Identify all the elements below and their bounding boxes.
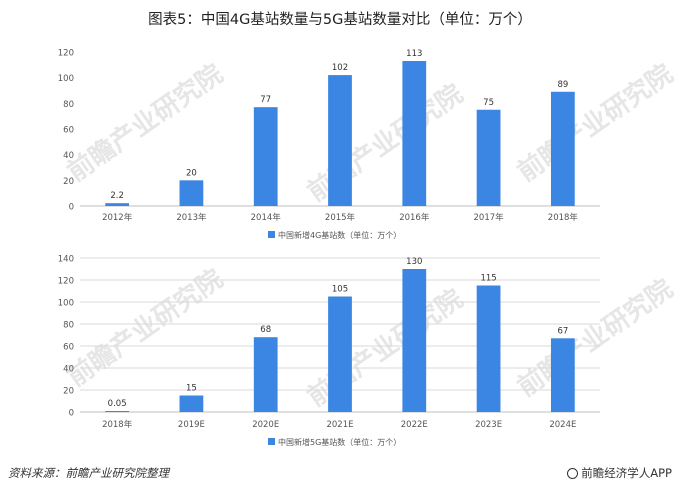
y-tick-label-1-5: 100 (58, 299, 74, 309)
qianzhan-logo-icon (567, 467, 579, 479)
x-tick-label-1-5: 2023E (475, 420, 502, 430)
x-tick-label-0-0: 2012年 (102, 212, 133, 223)
legend-swatch-1 (268, 438, 275, 445)
legend-swatch-0 (268, 231, 275, 238)
y-tick-label-1-0: 0 (69, 409, 74, 419)
bar-1-4 (402, 269, 427, 412)
x-tick-label-0-2: 2014年 (251, 212, 282, 223)
data-label-0-0: 2.2 (110, 191, 124, 201)
x-tick-label-0-3: 2015年 (325, 212, 356, 223)
data-label-0-5: 75 (483, 98, 494, 108)
y-tick-label-1-4: 80 (63, 321, 74, 331)
data-label-0-6: 89 (557, 80, 568, 90)
x-tick-label-1-3: 2021E (326, 420, 353, 430)
y-tick-label-0-4: 80 (63, 100, 74, 110)
bar-0-4 (402, 60, 427, 206)
x-tick-label-0-5: 2017年 (474, 212, 505, 223)
watermark-text-5: 前瞻产业研究院 (512, 273, 679, 403)
bar-0-0 (105, 203, 130, 206)
y-tick-label-0-5: 100 (58, 74, 74, 84)
watermark-text-0: 前瞻产业研究院 (62, 58, 229, 188)
bar-0-1 (179, 180, 204, 206)
brand-text: 前瞻经济学人APP (581, 466, 672, 480)
bar-1-2 (253, 337, 278, 412)
y-tick-label-0-3: 60 (63, 126, 74, 136)
watermark-text-4: 前瞻产业研究院 (302, 283, 469, 413)
watermark-text-3: 前瞻产业研究院 (62, 263, 229, 393)
data-label-1-5: 115 (480, 274, 496, 284)
y-tick-label-1-7: 140 (58, 255, 74, 265)
data-label-0-1: 20 (186, 168, 197, 178)
watermark-text-2: 前瞻产业研究院 (512, 58, 679, 188)
bar-0-6 (550, 91, 575, 206)
y-tick-label-0-1: 20 (63, 177, 74, 187)
data-label-1-6: 67 (557, 326, 568, 336)
y-tick-label-1-6: 120 (58, 277, 74, 287)
x-tick-label-1-4: 2022E (401, 420, 428, 430)
data-label-1-2: 68 (260, 325, 271, 335)
bar-0-3 (328, 75, 352, 206)
data-label-1-0: 0.05 (108, 399, 127, 409)
x-tick-label-1-1: 2019E (178, 420, 205, 430)
bar-1-6 (550, 338, 575, 412)
y-tick-label-1-3: 60 (63, 343, 74, 353)
bar-0-5 (476, 109, 501, 206)
data-label-1-3: 105 (332, 285, 348, 295)
y-tick-label-0-6: 120 (58, 49, 74, 59)
source-note: 资料来源：前瞻产业研究院整理 (8, 466, 169, 480)
y-tick-label-0-2: 40 (63, 151, 74, 161)
x-tick-label-1-6: 2024E (549, 420, 576, 430)
bar-1-3 (328, 296, 352, 412)
x-tick-label-0-6: 2018年 (548, 212, 579, 223)
legend-label-1: 中国新增5G基站数（单位：万个） (278, 437, 401, 447)
bar-0-2 (253, 107, 278, 206)
data-label-1-1: 15 (186, 384, 197, 394)
x-tick-label-0-4: 2016年 (399, 212, 430, 223)
data-label-1-4: 130 (406, 257, 422, 267)
x-tick-label-1-2: 2020E (252, 420, 279, 430)
brand-label: 前瞻经济学人APP (567, 465, 672, 481)
bar-1-1 (179, 395, 204, 412)
bar-1-0 (105, 411, 130, 412)
y-tick-label-1-1: 20 (63, 387, 74, 397)
bar-1-5 (476, 285, 501, 412)
y-tick-label-0-0: 0 (69, 203, 74, 213)
data-label-0-2: 77 (260, 95, 271, 105)
watermark-text-1: 前瞻产业研究院 (302, 78, 469, 208)
chart-title: 图表5：中国4G基站数量与5G基站数量对比（单位：万个） (148, 12, 532, 28)
data-label-0-4: 113 (406, 49, 422, 59)
x-tick-label-1-0: 2018年 (102, 419, 133, 430)
legend-label-0: 中国新增4G基站数（单位：万个） (278, 230, 401, 240)
x-tick-label-0-1: 2013年 (176, 212, 207, 223)
y-tick-label-1-2: 40 (63, 365, 74, 375)
data-label-0-3: 102 (332, 63, 348, 73)
